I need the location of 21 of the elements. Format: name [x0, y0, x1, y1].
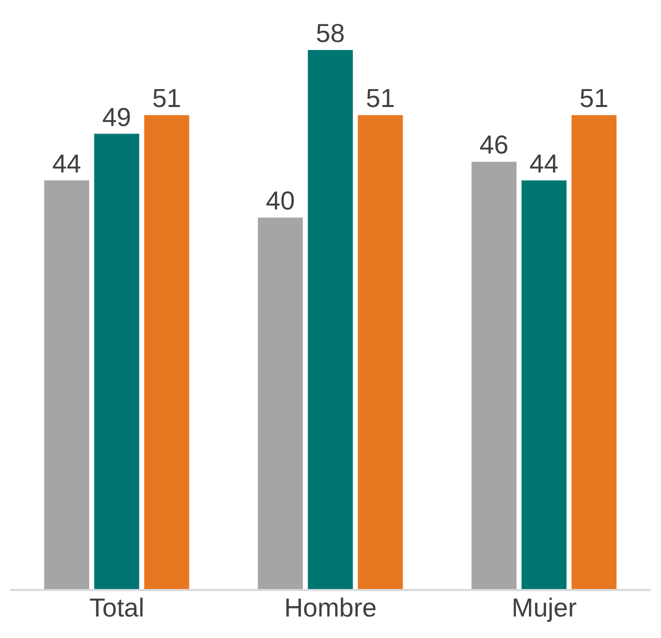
bar: [522, 180, 567, 590]
data-label: 44: [530, 148, 558, 178]
data-label: 49: [102, 102, 132, 132]
data-label: 51: [366, 83, 395, 114]
bar: [472, 162, 517, 590]
bar: [308, 50, 353, 590]
data-label: 46: [480, 130, 508, 160]
bar: [258, 218, 303, 590]
bar: [358, 115, 403, 590]
bar: [44, 180, 90, 590]
data-label: 58: [316, 18, 345, 48]
data-label: 40: [266, 186, 295, 216]
x-tick-label: Hombre: [284, 592, 377, 622]
bar: [572, 115, 617, 590]
data-label: 51: [580, 83, 608, 114]
bar: [144, 115, 190, 590]
data-label: 44: [52, 148, 82, 178]
x-tick-label: Mujer: [512, 592, 578, 622]
x-tick-label: Total: [89, 592, 144, 622]
bar: [94, 134, 140, 590]
data-label: 51: [152, 83, 182, 114]
